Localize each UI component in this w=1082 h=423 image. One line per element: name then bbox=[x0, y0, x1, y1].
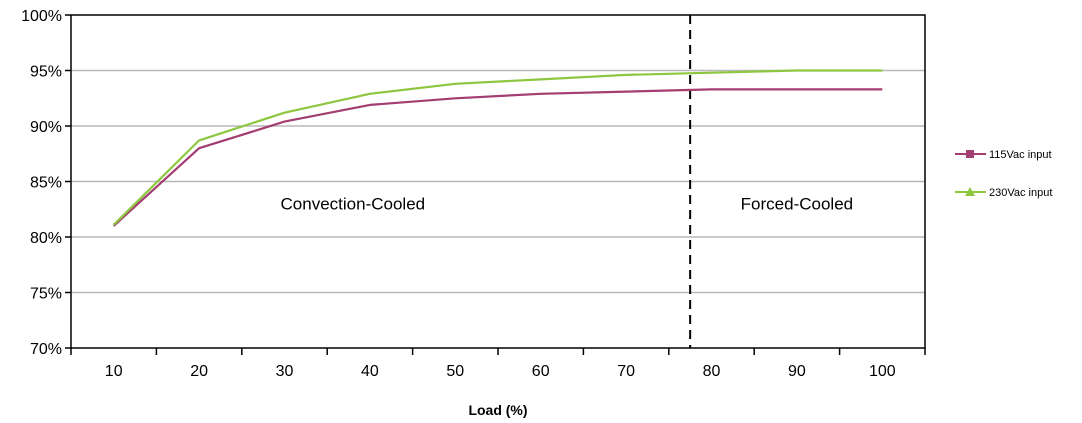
x-axis-title: Load (%) bbox=[468, 402, 527, 418]
y-tick-label: 80% bbox=[30, 230, 62, 247]
x-axis-ticks: 10 20 30 40 50 60 70 80 90 100 bbox=[70, 348, 926, 380]
legend: 115Vac input 230Vac input bbox=[955, 149, 1052, 199]
x-tick-label: 70 bbox=[617, 363, 635, 380]
x-tick-label: 90 bbox=[788, 363, 806, 380]
x-tick-label: 30 bbox=[276, 363, 294, 380]
gridlines bbox=[71, 69, 925, 294]
x-tick-label: 10 bbox=[105, 363, 123, 380]
y-tick-label: 70% bbox=[30, 341, 62, 358]
legend-marker-triangle bbox=[965, 187, 975, 196]
x-tick-label: 60 bbox=[532, 363, 550, 380]
y-tick-label: 85% bbox=[30, 175, 62, 192]
y-tick-label: 100% bbox=[21, 8, 62, 25]
x-tick-label: 20 bbox=[190, 363, 208, 380]
y-axis-ticks: 70% 75% 80% 85% 90% 95% 100% bbox=[21, 8, 71, 358]
y-tick-label: 90% bbox=[30, 119, 62, 136]
legend-label-0: 115Vac input bbox=[989, 149, 1052, 161]
y-tick-label: 75% bbox=[30, 286, 62, 303]
legend-label-1: 230Vac input bbox=[989, 187, 1052, 199]
legend-marker-square bbox=[966, 150, 974, 158]
series-group bbox=[112, 69, 883, 227]
x-tick-label: 40 bbox=[361, 363, 379, 380]
y-tick-label: 95% bbox=[30, 64, 62, 81]
region-label-0: Convection-Cooled bbox=[281, 195, 426, 214]
region-label-1: Forced-Cooled bbox=[741, 195, 853, 214]
x-tick-label: 50 bbox=[446, 363, 464, 380]
x-tick-label: 80 bbox=[703, 363, 721, 380]
x-tick-label: 100 bbox=[869, 363, 896, 380]
series-line-0 bbox=[112, 88, 883, 227]
series-line-1 bbox=[112, 69, 883, 226]
annotations: Convection-Cooled Forced-Cooled bbox=[281, 195, 854, 214]
